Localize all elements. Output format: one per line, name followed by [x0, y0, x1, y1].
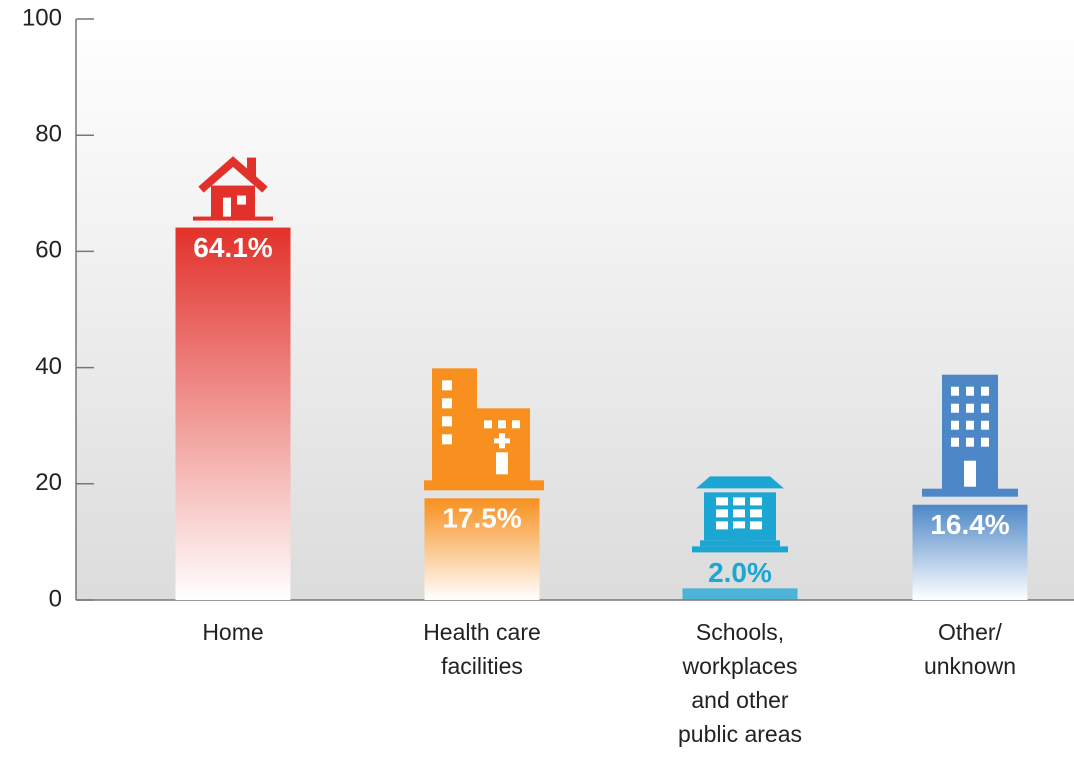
- value-label: 16.4%: [930, 509, 1009, 540]
- icon-part: [750, 497, 762, 506]
- icon-part: [750, 509, 762, 518]
- icon-part: [496, 452, 508, 475]
- icon-part: [716, 509, 728, 518]
- icon-part: [733, 497, 745, 506]
- icon-part: [981, 437, 989, 447]
- icon: [922, 374, 1018, 497]
- bar: [424, 498, 540, 600]
- y-tick-label: 100: [22, 4, 62, 31]
- x-tick-label: Other/ unknown: [923, 619, 1017, 679]
- x-tick-label: Schools, workplaces and other public are…: [677, 619, 803, 747]
- value-label: 64.1%: [193, 232, 272, 263]
- icon-part: [951, 420, 959, 430]
- x-tick-label: Home: [202, 619, 264, 645]
- icon: [193, 156, 273, 221]
- icon-part: [981, 420, 989, 430]
- x-tick-label: Health care facilities: [423, 619, 541, 679]
- icon-part: [484, 420, 492, 429]
- icon-part: [716, 521, 728, 530]
- icon-part: [498, 420, 506, 429]
- bar: [682, 588, 798, 600]
- icon-part: [247, 157, 256, 178]
- icon-part: [981, 403, 989, 413]
- icon-part: [951, 403, 959, 413]
- icon-part: [922, 488, 1018, 497]
- icon-part: [966, 403, 974, 413]
- icon-part: [951, 386, 959, 396]
- icon-part: [734, 528, 746, 541]
- icon-part: [512, 420, 520, 429]
- bar: [912, 504, 1028, 600]
- bar: [175, 227, 291, 601]
- icon-part: [733, 509, 745, 518]
- icon-part: [692, 546, 788, 553]
- icon-part: [733, 521, 745, 530]
- icon-part: [696, 476, 784, 489]
- icon-part: [223, 197, 231, 218]
- icon-part: [499, 433, 505, 449]
- icon-part: [198, 156, 268, 193]
- icon-part: [193, 216, 273, 221]
- icon-part: [211, 185, 255, 218]
- icon: [424, 368, 544, 491]
- icon-part: [442, 380, 452, 391]
- y-tick-label: 40: [35, 353, 62, 380]
- icon-part: [424, 480, 544, 491]
- icon-part: [700, 540, 780, 547]
- icon: [692, 476, 788, 553]
- y-tick-label: 0: [49, 585, 62, 612]
- icon-part: [442, 434, 452, 445]
- icon-part: [966, 420, 974, 430]
- icon-part: [966, 437, 974, 447]
- y-tick-label: 60: [35, 237, 62, 264]
- icon-part: [981, 386, 989, 396]
- value-label: 2.0%: [708, 557, 772, 588]
- icon-part: [237, 195, 246, 205]
- icon-part: [442, 398, 452, 409]
- y-tick-label: 20: [35, 469, 62, 496]
- icon-part: [442, 416, 452, 427]
- y-tick-label: 80: [35, 121, 62, 148]
- icon-part: [750, 521, 762, 530]
- icon-part: [716, 497, 728, 506]
- icon-part: [951, 437, 959, 447]
- icon-part: [432, 368, 477, 483]
- value-label: 17.5%: [442, 503, 521, 534]
- icon-part: [966, 386, 974, 396]
- icon-part: [964, 460, 976, 487]
